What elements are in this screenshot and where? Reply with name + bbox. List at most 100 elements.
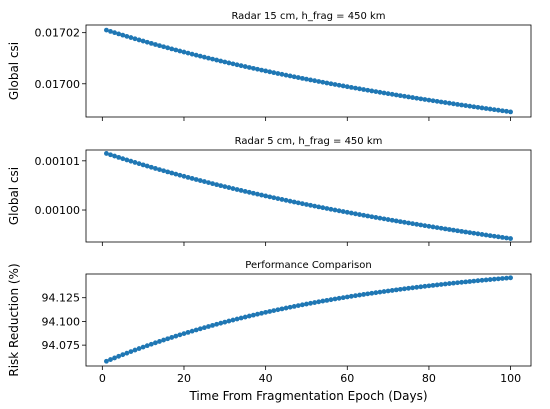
series-points — [104, 27, 513, 115]
data-point — [210, 322, 215, 328]
data-point — [116, 31, 122, 37]
data-point — [487, 233, 493, 239]
data-point — [304, 202, 309, 207]
data-point — [381, 216, 387, 222]
data-point — [475, 104, 481, 110]
data-point — [116, 154, 122, 160]
data-point — [197, 326, 203, 332]
data-point — [299, 302, 305, 308]
data-point — [361, 87, 367, 92]
data-point — [385, 91, 391, 97]
data-point — [287, 304, 293, 310]
x-axis-label: Time From Fragmentation Epoch (Days) — [188, 389, 427, 403]
data-point — [181, 173, 187, 179]
data-point — [259, 67, 264, 73]
data-point — [238, 63, 244, 69]
data-point — [459, 279, 464, 285]
data-point — [206, 324, 211, 329]
data-point — [283, 305, 289, 311]
series-points — [104, 275, 513, 364]
data-point — [144, 343, 150, 349]
data-point — [275, 71, 281, 76]
data-point — [377, 89, 383, 95]
data-point — [210, 56, 215, 62]
data-point — [336, 82, 342, 88]
data-point — [455, 228, 460, 234]
data-point — [279, 306, 285, 312]
data-point — [381, 90, 387, 96]
data-point — [393, 287, 399, 293]
data-point — [267, 69, 273, 75]
data-point — [426, 223, 432, 229]
chart-panel-3: Performance Comparison 94.075 94.100 94.125… — [7, 260, 532, 403]
data-point — [259, 310, 264, 316]
data-point — [410, 285, 416, 291]
data-point — [475, 278, 481, 284]
data-point — [328, 297, 334, 303]
data-point — [153, 166, 158, 171]
data-point — [504, 235, 509, 241]
data-point — [108, 152, 113, 158]
data-point — [291, 304, 297, 309]
data-point — [214, 321, 220, 327]
data-point — [214, 57, 220, 63]
data-point — [153, 340, 158, 346]
data-point — [430, 282, 436, 288]
x-tick-label: 20 — [177, 372, 191, 385]
data-point — [397, 219, 403, 225]
data-point — [120, 32, 126, 38]
data-point — [308, 300, 313, 306]
data-point — [389, 91, 395, 97]
data-point — [246, 65, 252, 70]
data-point — [500, 108, 505, 114]
y-axis-label: Global csi — [7, 42, 21, 100]
y-tick-label: 0.01702 — [35, 27, 81, 40]
data-point — [430, 224, 436, 230]
data-point — [430, 98, 436, 104]
data-point — [495, 107, 501, 113]
data-point — [442, 100, 448, 105]
data-point — [157, 167, 162, 172]
data-point — [144, 163, 150, 169]
data-point — [459, 228, 464, 234]
data-point — [201, 179, 207, 184]
y-tick-label: 0.00101 — [35, 155, 81, 168]
data-point — [169, 335, 175, 340]
data-point — [136, 37, 142, 43]
data-point — [508, 109, 513, 115]
data-point — [471, 278, 477, 284]
data-point — [148, 164, 154, 170]
data-point — [418, 96, 424, 102]
data-point — [344, 209, 350, 215]
data-point — [201, 54, 207, 60]
data-point — [148, 40, 154, 46]
data-point — [406, 220, 411, 226]
data-point — [148, 341, 154, 347]
data-point — [500, 276, 505, 281]
data-point — [218, 320, 224, 326]
data-point — [226, 318, 232, 324]
chart-panel-1: Radar 15 cm, h_frag = 450 km 0.01700 0.017… — [7, 11, 532, 121]
data-point — [455, 101, 460, 107]
data-point — [414, 284, 420, 290]
data-point — [246, 189, 252, 195]
data-point — [206, 55, 211, 61]
data-point — [161, 168, 166, 174]
data-point — [479, 105, 485, 111]
data-point — [153, 42, 158, 47]
data-point — [393, 218, 399, 224]
data-point — [373, 89, 379, 95]
data-point — [230, 317, 236, 323]
chart-panel-2: Radar 5 cm, h_frag = 450 km 0.00100 0.0010… — [7, 136, 532, 246]
data-point — [389, 288, 395, 293]
data-point — [120, 156, 126, 162]
data-point — [455, 280, 460, 286]
data-point — [324, 206, 330, 211]
data-point — [140, 162, 146, 168]
data-point — [451, 101, 456, 107]
y-tick-label: 94.125 — [42, 292, 81, 305]
data-point — [287, 198, 293, 204]
data-point — [189, 328, 195, 334]
chart-title: Radar 15 cm, h_frag = 450 km — [231, 11, 385, 22]
